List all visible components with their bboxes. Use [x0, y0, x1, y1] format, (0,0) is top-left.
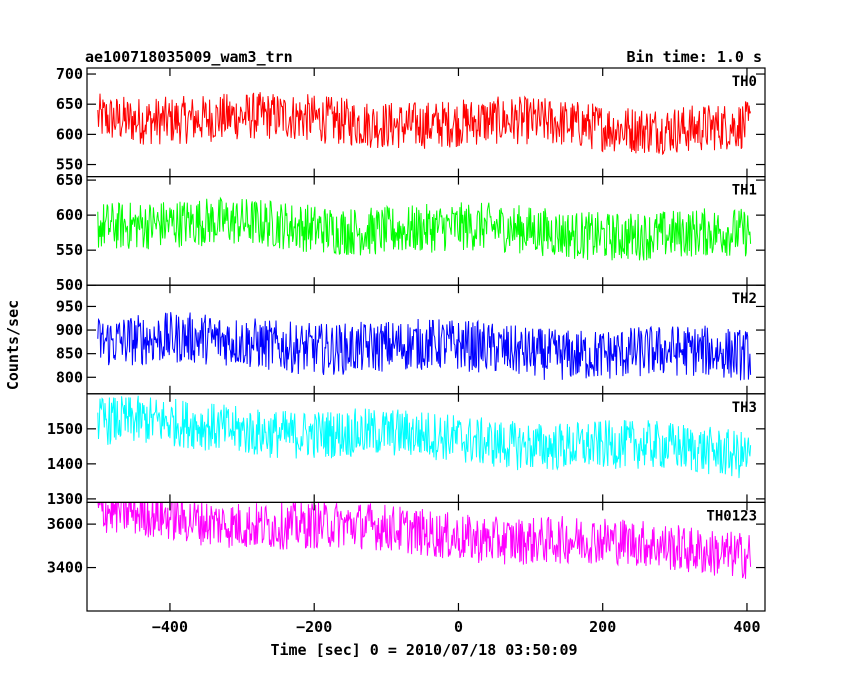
y-tick-label: 600 — [56, 206, 83, 224]
panel-label-th1: TH1 — [732, 183, 757, 199]
x-axis-label: Time [sec] 0 = 2010/07/18 03:50:09 — [270, 641, 577, 659]
panel-label-th0: TH0 — [732, 74, 757, 90]
y-tick-label: 550 — [56, 241, 83, 259]
series-th3 — [97, 395, 752, 479]
y-tick-label: 500 — [56, 276, 83, 294]
x-tick-label: −400 — [152, 618, 188, 636]
series-th1 — [97, 196, 752, 261]
y-tick-label: 950 — [56, 297, 83, 315]
y-tick-label: 3400 — [47, 559, 83, 577]
x-tick-label: −200 — [296, 618, 332, 636]
bin-time-label: Bin time: 1.0 s — [627, 48, 762, 66]
panel-th3: 1300 1400 1500 TH3 — [47, 393, 766, 508]
y-tick-label: 1400 — [47, 455, 83, 473]
panel-th2: 800 850 900 950 TH2 — [56, 284, 766, 395]
y-tick-label: 850 — [56, 345, 83, 363]
y-axis-label: Counts/sec — [4, 300, 22, 390]
y-tick-label: 3600 — [47, 515, 83, 533]
y-tick-label: 700 — [56, 65, 83, 83]
y-tick-label: 600 — [56, 125, 83, 143]
panel-label-th2: TH2 — [732, 291, 757, 307]
panel-th0123: 3400 3600 TH0123 — [47, 501, 766, 612]
x-tick-label: 400 — [733, 618, 760, 636]
panel-label-th3: TH3 — [732, 400, 757, 416]
series-th2 — [97, 312, 752, 381]
y-tick-label: 1300 — [47, 490, 83, 508]
panel-label-th0123: TH0123 — [706, 508, 757, 524]
series-th0123 — [97, 502, 752, 579]
x-tick-label: 200 — [589, 618, 616, 636]
y-tick-label: 550 — [56, 156, 83, 174]
y-tick-label: 650 — [56, 95, 83, 113]
panel-th0: 550 600 650 700 TH0 — [56, 65, 766, 178]
y-tick-label: 650 — [56, 171, 83, 189]
y-tick-label: 800 — [56, 368, 83, 386]
chart-title: ae100718035009_wam3_trn — [85, 48, 293, 66]
panel-th1: 500 550 600 650 TH1 — [56, 171, 766, 294]
x-axis: −400 −200 0 200 400 — [152, 618, 761, 636]
panel-frame — [86, 501, 766, 612]
x-tick-label: 0 — [454, 618, 463, 636]
series-th0 — [97, 92, 752, 156]
y-tick-label: 1500 — [47, 420, 83, 438]
y-tick-label: 900 — [56, 321, 83, 339]
panels: 550 600 650 700 TH0 500 550 600 650 TH1 800 850 900 9… — [47, 65, 766, 612]
